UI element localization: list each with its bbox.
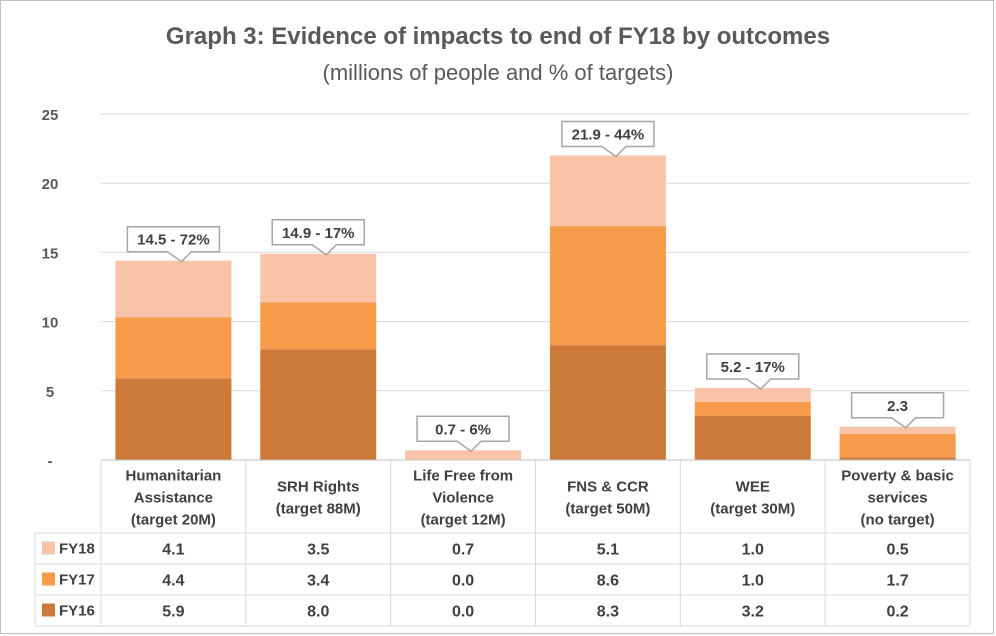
gridlines: [101, 113, 970, 392]
callout-box: [416, 415, 510, 453]
category-label: Life Free from: [413, 468, 513, 485]
bars: [115, 155, 956, 460]
callout-box: [706, 353, 800, 391]
category-label: SRH Rights: [277, 479, 360, 496]
table-value: 0.7: [452, 542, 474, 559]
bar-fy18: [694, 388, 811, 402]
bar-fy16: [694, 415, 811, 460]
table-value: 0.0: [452, 604, 474, 621]
table-value: 8.6: [597, 573, 619, 590]
legend-label: FY18: [59, 541, 95, 558]
bar-fy17: [694, 401, 811, 416]
table-value: 4.4: [162, 573, 184, 590]
table-value: 1.0: [742, 573, 764, 590]
bar-fy18: [549, 155, 666, 227]
category-label: FNS & CCR: [567, 479, 649, 496]
callouts: 14.5 - 72% 14.9 - 17% 0.7 - 6% 21.9 - 44% 5.…: [126, 120, 945, 453]
callout-label: 5.2 - 17%: [721, 359, 785, 376]
callout-label: 21.9 - 44%: [572, 127, 645, 144]
table-value: 8.0: [307, 604, 329, 621]
callout-box: [850, 392, 945, 429]
legend-key-fy18: [42, 541, 55, 555]
bar-fy16: [839, 457, 956, 460]
table-value: 5.1: [597, 542, 619, 559]
bar-fy18: [405, 450, 522, 460]
category-label: (no target): [860, 512, 934, 529]
data-table: Humanitarian Assistance (target 20M) SRH Ri…: [34, 459, 971, 627]
legend-key-fy16: [42, 603, 55, 617]
legend-label: FY16: [59, 603, 95, 620]
category-label: (target 30M): [710, 501, 795, 518]
category-label: (target 12M): [421, 512, 506, 529]
chart-subtitle: (millions of people and % of targets): [323, 60, 674, 85]
category-label: (target 20M): [131, 512, 216, 529]
bar-fy18: [839, 426, 956, 434]
callout-label: 2.3: [887, 398, 908, 415]
y-axis: - 5 10 15 20 25: [42, 107, 59, 470]
table-value: 5.9: [162, 604, 184, 621]
callout-label: 14.5 - 72%: [137, 232, 210, 249]
bar-fy16: [549, 345, 666, 460]
y-tick-label: 15: [42, 245, 59, 262]
callout-label: 0.7 - 6%: [435, 421, 491, 438]
y-tick-label: 10: [42, 315, 59, 332]
y-tick-label: -: [48, 453, 53, 470]
table-value: 3.5: [307, 542, 329, 559]
callout-box: [271, 219, 365, 256]
bar-fy16: [115, 378, 232, 460]
bar-fy17: [549, 226, 666, 346]
y-tick-label: 5: [46, 384, 54, 401]
table-value: 0.5: [886, 542, 908, 559]
table-value: 8.3: [597, 604, 619, 621]
category-label: WEE: [736, 479, 770, 496]
callout-box: [561, 120, 655, 158]
y-tick-label: 25: [42, 107, 59, 124]
table-value: 0.2: [886, 604, 908, 621]
category-label: Poverty & basic: [841, 468, 954, 485]
category-label: Assistance: [134, 490, 213, 507]
bar-fy18: [115, 260, 232, 318]
y-tick-label: 20: [42, 176, 59, 193]
bar-fy17: [260, 302, 377, 350]
table-value: 4.1: [162, 542, 184, 559]
bar-fy16: [260, 349, 377, 460]
category-label: services: [868, 490, 928, 507]
legend-label: FY17: [59, 572, 95, 589]
bar-fy18: [260, 253, 377, 303]
callout-box: [126, 225, 221, 263]
category-label: (target 50M): [565, 501, 650, 518]
chart-title: Graph 3: Evidence of impacts to end of F…: [166, 23, 830, 50]
table-value: 1.7: [886, 573, 908, 590]
table-value: 3.4: [307, 573, 329, 590]
category-label: Violence: [432, 490, 493, 507]
callout-label: 14.9 - 17%: [282, 225, 355, 242]
category-label: (target 88M): [276, 501, 361, 518]
bar-fy17: [839, 433, 956, 458]
table-value: 1.0: [742, 542, 764, 559]
bar-fy17: [115, 317, 232, 379]
table-value: 3.2: [742, 604, 764, 621]
legend-key-fy17: [42, 572, 55, 586]
table-value: 0.0: [452, 573, 474, 590]
category-label: Humanitarian: [125, 468, 221, 485]
